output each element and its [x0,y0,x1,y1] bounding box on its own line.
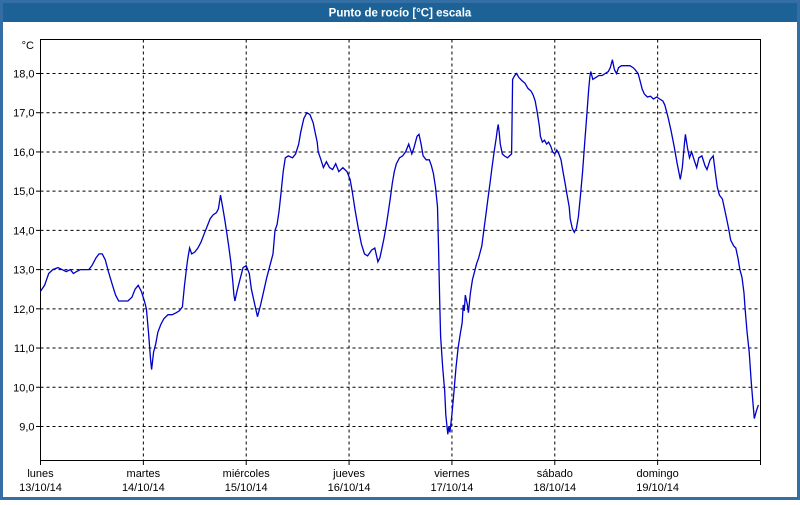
plot-area [40,39,761,461]
y-tick-label: 14,0 [13,225,34,237]
y-tick-label: 15,0 [13,186,34,198]
x-day-label: sábado [537,468,573,480]
x-date-label: 14/10/14 [122,482,165,494]
x-day-label: viernes [434,468,470,480]
y-tick-label: 13,0 [13,265,34,277]
y-tick-label: 18,0 [13,69,34,81]
x-date-label: 13/10/14 [19,482,62,494]
x-date-label: 17/10/14 [431,482,474,494]
x-date-label: 15/10/14 [225,482,268,494]
x-date-label: 19/10/14 [636,482,679,494]
y-tick-label: 11,0 [14,343,35,355]
x-day-label: domingo [637,468,679,480]
x-gridlines-and-labels: lunes 13/10/14 martes 14/10/14 miércoles 15/1… [19,39,761,494]
x-date-label: 16/10/14 [328,482,371,494]
y-tick-label: 9,0 [19,421,34,433]
x-day-label: miércoles [223,468,271,480]
y-tick-label: 10,0 [13,382,34,394]
x-day-label: jueves [332,468,365,480]
x-day-label: lunes [27,468,54,480]
y-gridlines-and-labels: 18,0 17,0 16,0 15,0 14,0 13,0 12,0 11,0 10,0 9,0 [13,69,761,433]
x-date-label: 18/10/14 [533,482,576,494]
dew-point-series-line [39,59,760,435]
y-axis-unit-label: °C [22,40,34,52]
x-day-label: martes [127,468,161,480]
y-tick-label: 16,0 [13,147,34,159]
window-title-bar [3,3,797,22]
y-tick-label: 17,0 [13,108,34,120]
chart-title: Punto de rocío [°C] escala [329,8,472,20]
y-tick-label: 12,0 [13,304,34,316]
